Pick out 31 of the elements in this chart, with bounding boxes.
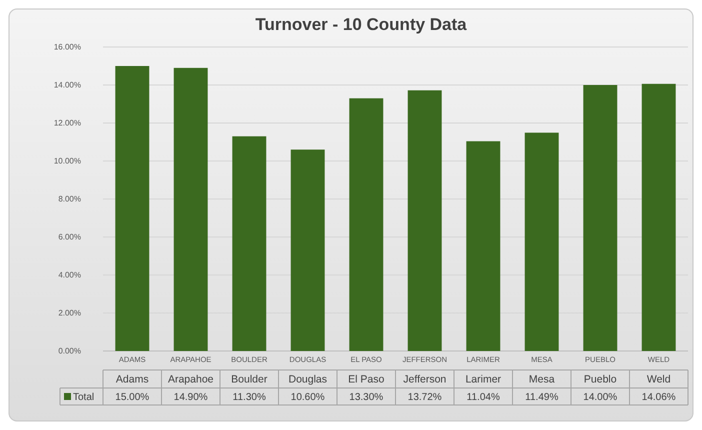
data-label: 14.00% <box>583 392 618 403</box>
text: Jefferson <box>403 374 446 386</box>
text: Adams <box>116 374 149 386</box>
chart-title: Turnover - 10 County Data <box>255 15 468 34</box>
text: Arapahoe <box>168 374 214 386</box>
data-label: 14.06% <box>642 392 676 403</box>
text: Boulder <box>231 374 268 386</box>
data-label: 14.90% <box>174 392 208 403</box>
y-tick-label: 6.00% <box>58 232 81 242</box>
text: Douglas <box>288 374 328 386</box>
text: Pueblo <box>584 374 617 386</box>
data-label: 11.04% <box>466 392 500 403</box>
data-label: 11.49% <box>525 392 558 403</box>
y-tick-label: 16.00% <box>54 42 81 52</box>
y-tick-label: 12.00% <box>54 118 81 128</box>
y-tick-label: 10.00% <box>54 156 81 166</box>
data-label: 11.30% <box>232 392 266 403</box>
y-tick-label: 4.00% <box>58 270 81 280</box>
legend-label: Total <box>73 392 94 403</box>
data-label: 13.30% <box>349 392 384 403</box>
text: Mesa <box>528 374 555 386</box>
text: El Paso <box>348 374 385 386</box>
text: Weld <box>646 374 671 386</box>
data-label: 13.72% <box>408 392 442 403</box>
data-label: 15.00% <box>115 392 150 403</box>
y-tick-label: 14.00% <box>54 80 81 90</box>
text: Larimer <box>465 374 502 386</box>
y-tick-label: 2.00% <box>58 308 81 318</box>
y-tick-label: 8.00% <box>58 194 81 204</box>
data-label: 10.60% <box>290 392 325 403</box>
y-tick-label: 0.00% <box>58 346 81 356</box>
